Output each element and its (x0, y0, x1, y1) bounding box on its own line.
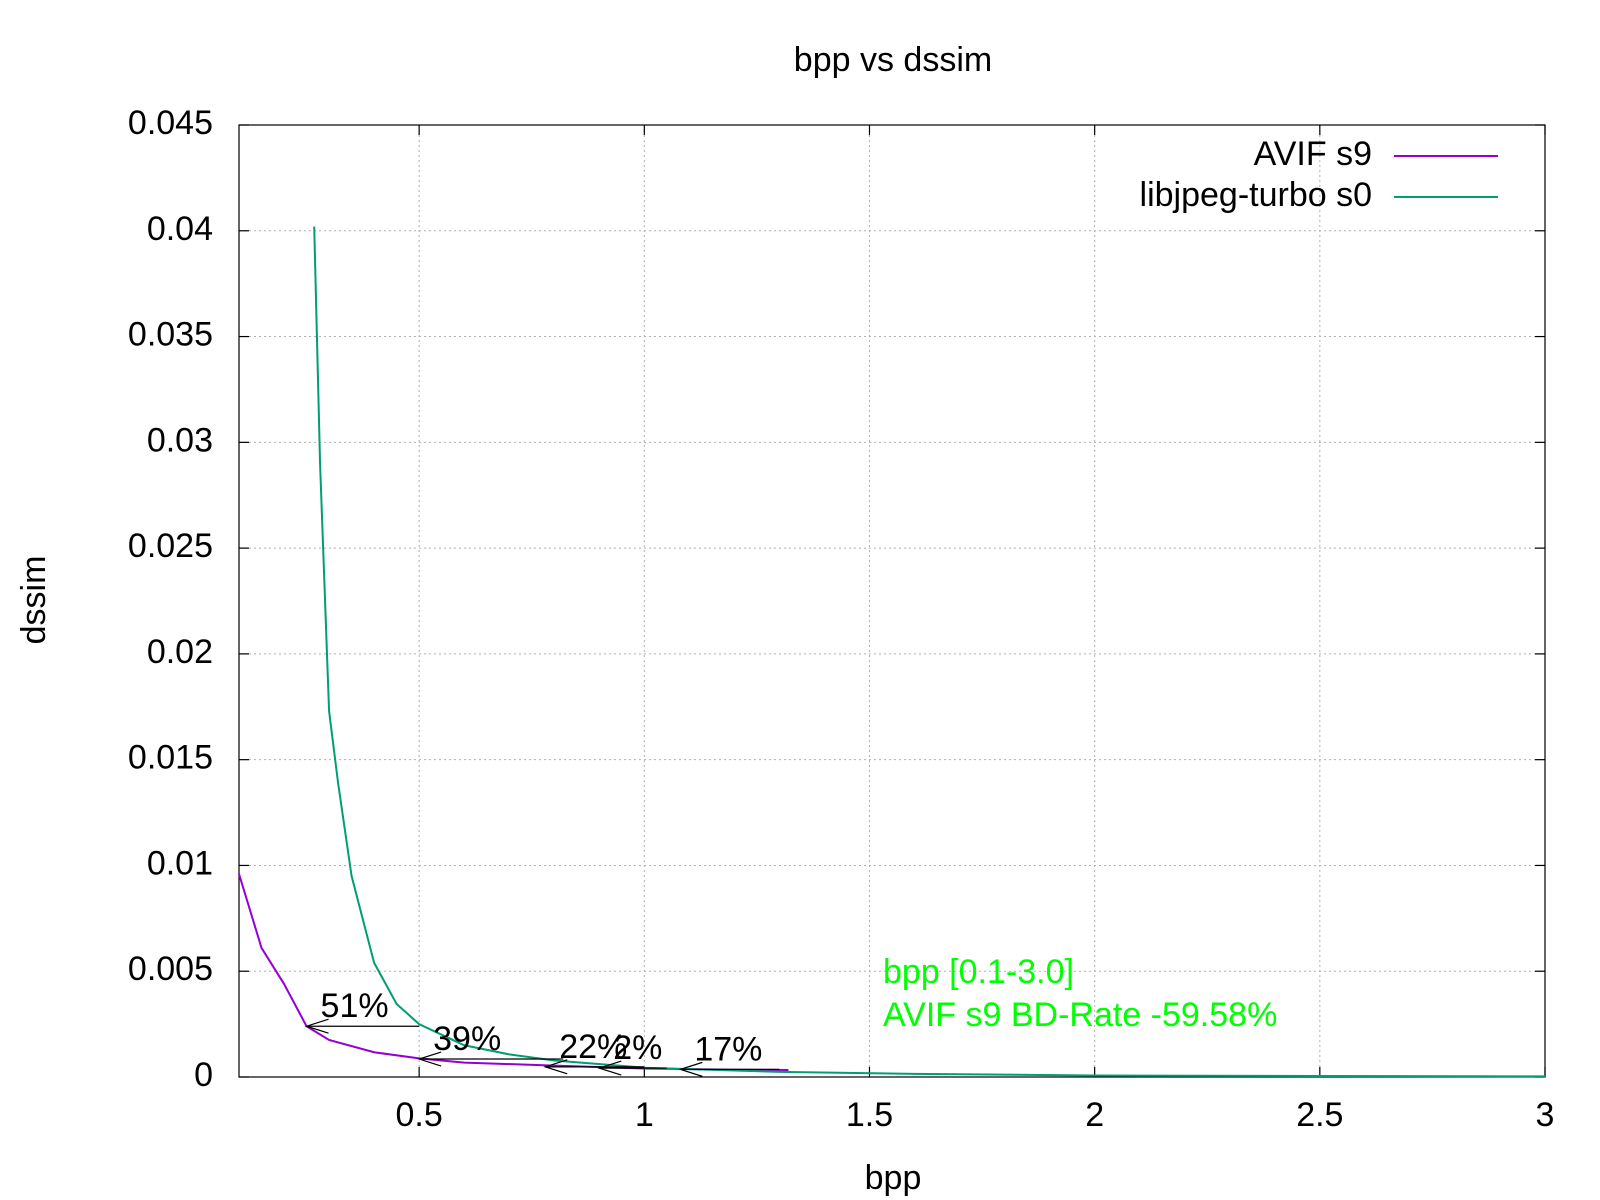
y-tick-label: 0 (194, 1056, 213, 1094)
arrow-label: 22% (559, 1028, 627, 1066)
x-axis-label: bpp (865, 1159, 922, 1197)
y-tick-label: 0.01 (147, 844, 213, 882)
arrow-head (304, 1018, 329, 1034)
chart-title: bpp vs dssim (794, 41, 992, 79)
y-tick-label: 0.04 (147, 210, 213, 248)
y-tick-label: 0.02 (147, 633, 213, 671)
x-tick-label: 1 (635, 1096, 654, 1134)
arrow-label: 51% (321, 987, 389, 1025)
arrow-head (597, 1060, 622, 1076)
arrow-label: 39% (433, 1020, 501, 1058)
arrow-label: 2% (613, 1029, 662, 1067)
y-tick-label: 0.045 (128, 104, 213, 142)
series-line (313, 226, 1546, 1078)
legend-label: AVIF s9 (1254, 135, 1372, 173)
y-tick-label: 0.025 (128, 527, 213, 565)
plot-frame (238, 124, 1546, 1078)
y-tick-label: 0.005 (128, 950, 213, 988)
x-tick-label: 2 (1085, 1096, 1104, 1134)
arrow-head (678, 1061, 703, 1077)
y-tick-label: 0.03 (147, 421, 213, 459)
arrow-head (417, 1051, 442, 1067)
y-tick-label: 0.015 (128, 739, 213, 777)
x-tick-label: 0.5 (396, 1096, 443, 1134)
note-text: AVIF s9 BD-Rate -59.58% (883, 996, 1277, 1034)
x-tick-label: 3 (1536, 1096, 1555, 1134)
y-axis-label: dssim (15, 556, 53, 645)
x-tick-label: 2.5 (1296, 1096, 1343, 1134)
note-text: bpp [0.1-3.0] (883, 953, 1074, 991)
x-tick-label: 1.5 (846, 1096, 893, 1134)
arrow-label: 17% (694, 1030, 762, 1068)
arrow-head (543, 1059, 568, 1075)
legend-label: libjpeg-turbo s0 (1140, 176, 1372, 214)
y-tick-label: 0.035 (128, 316, 213, 354)
